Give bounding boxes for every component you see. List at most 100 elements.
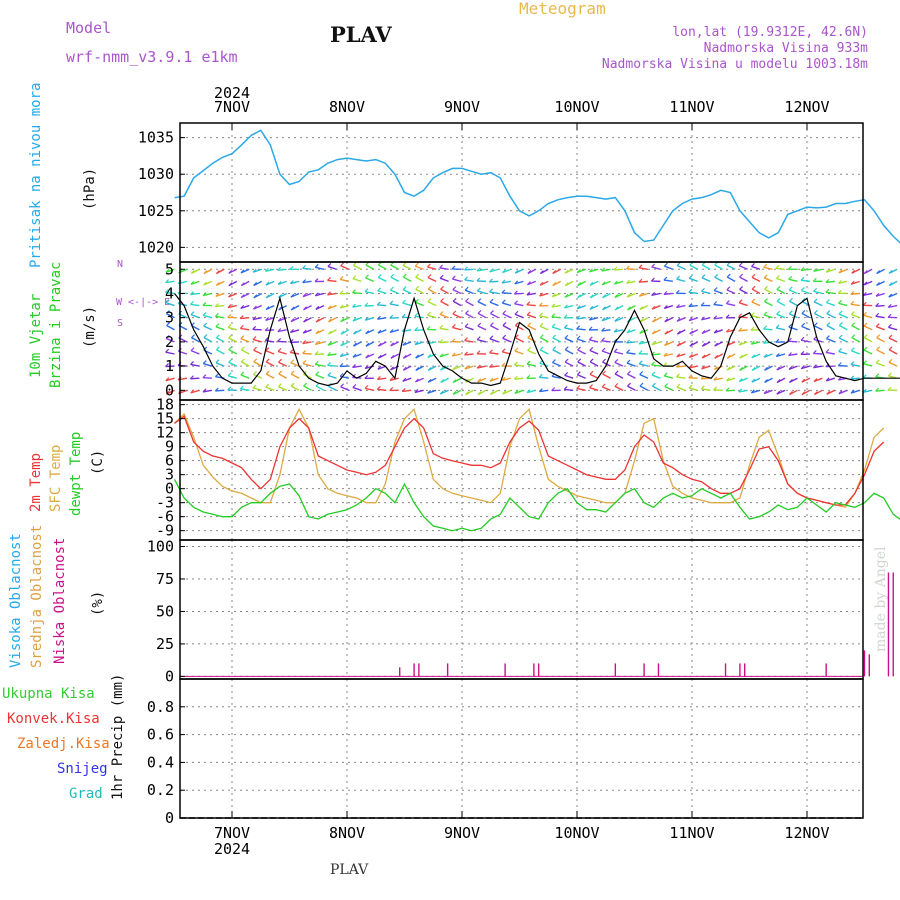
wind-arrow-head [389, 386, 394, 391]
wind-arrow-head [775, 338, 780, 343]
wind-arrow [253, 349, 263, 355]
wind-arrow [663, 279, 673, 283]
wind-arrow-head [277, 337, 282, 342]
wind-arrow [339, 278, 350, 283]
wind-arrow-head [638, 340, 643, 345]
wind-arrow [489, 338, 499, 343]
wind-arrow [825, 280, 835, 284]
wind-arrow-head [190, 361, 194, 365]
wind-arrow [216, 349, 225, 355]
wind-arrow [377, 304, 387, 307]
wind-arrow-head [814, 309, 818, 314]
wind-arrow-head [240, 371, 245, 376]
wind-arrow-head [202, 388, 207, 393]
wind-arrow-head [514, 389, 519, 394]
wind-arrow-head [801, 322, 805, 327]
wind-arrow [290, 373, 300, 379]
wind-arrow [165, 301, 175, 307]
wind-arrow-head [838, 334, 843, 339]
wind-arrow [190, 389, 200, 394]
wind-arrow-head [750, 389, 755, 394]
wind-arrow-head [838, 310, 843, 315]
wind-arrow [589, 268, 599, 273]
wind-arrow [277, 280, 287, 286]
wind-arrow-head [676, 353, 681, 358]
wind-arrow-head [228, 334, 233, 339]
wind-arrow-head [365, 330, 370, 335]
wind-arrow-head [440, 379, 445, 383]
wind-arrow [826, 312, 836, 319]
wind-arrow-head [351, 289, 356, 294]
wind-arrow-head [364, 302, 369, 307]
wind-arrow-head [626, 293, 631, 298]
wind-arrow-head [551, 323, 556, 328]
wind-arrow [850, 303, 860, 307]
wind-arrow [166, 324, 175, 331]
wind-arrow [763, 353, 773, 358]
wind-arrow [402, 377, 412, 382]
wind-arrow-head [202, 360, 207, 364]
wind-arrow [302, 341, 312, 345]
wind-arrow [638, 280, 648, 283]
wind-arrow-head [726, 354, 731, 359]
wind-arrow-head [190, 389, 195, 394]
wind-arrow-head [539, 322, 544, 327]
wind-arrow [215, 326, 225, 331]
wind-arrow [888, 326, 898, 331]
wind-arrow-head [813, 364, 817, 369]
wind-arrow [414, 329, 424, 332]
wind-arrow [427, 301, 437, 307]
wind-arrow-head [477, 322, 482, 327]
wind-arrow-head [613, 280, 618, 285]
wind-arrow-head [825, 288, 830, 293]
wind-arrow-head [302, 329, 307, 334]
wind-arrow-head [289, 348, 294, 353]
wind-arrow [639, 363, 649, 367]
wind-arrow-head [340, 318, 345, 322]
wind-arrow-head [589, 346, 594, 351]
wind-arrow [464, 289, 474, 295]
wind-arrow [826, 324, 836, 331]
wind-arrow [452, 353, 462, 357]
wind-arrow [551, 304, 561, 308]
wind-arrow [352, 386, 362, 391]
wind-arrow-head [252, 268, 257, 273]
wind-arrow-head [390, 354, 395, 359]
wind-arrow-head [302, 293, 307, 297]
wind-arrow-head [465, 310, 469, 314]
pressure-series-line [174, 129, 900, 244]
wind-arrow-head [165, 363, 169, 367]
wind-arrow [227, 326, 237, 331]
wind-arrow [340, 386, 350, 391]
wind-arrow [539, 337, 549, 343]
wind-arrow-head [751, 263, 755, 267]
wind-arrow-head [190, 269, 195, 274]
wind-arrow-head [289, 280, 294, 284]
wind-arrow [664, 265, 674, 270]
x-tick-label-bottom: 11NOV [669, 824, 714, 842]
wind-arrow [602, 373, 611, 379]
wind-arrow [415, 301, 424, 307]
wind-arrow [601, 329, 611, 332]
wind-arrow-head [253, 358, 258, 363]
wind-arrow-head [700, 385, 705, 390]
wind-arrow-head [875, 387, 880, 392]
wind-arrow [601, 386, 611, 391]
wind-arrow [315, 374, 325, 379]
wind-arrow [701, 277, 711, 283]
wind-arrow-head [165, 299, 170, 304]
wind-arrow [427, 266, 437, 270]
wind-arrow-head [764, 285, 769, 290]
wind-arrow-head [253, 370, 257, 375]
wind-arrow [190, 280, 200, 286]
wind-arrow [476, 268, 487, 272]
wind-arrow [601, 350, 611, 355]
wind-arrow [514, 303, 524, 307]
wind-arrow [751, 341, 761, 345]
y-tick-label: 1025 [138, 202, 174, 220]
wind-arrow-head [202, 312, 207, 316]
wind-arrow [464, 365, 474, 370]
wind-arrow [813, 268, 823, 273]
wind-arrow-head [352, 261, 357, 266]
wind-arrow [875, 325, 885, 331]
